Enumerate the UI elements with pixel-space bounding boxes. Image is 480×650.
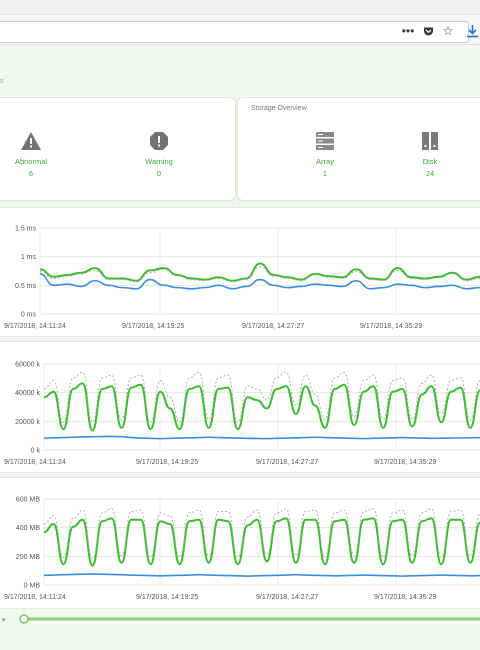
warning-octagon-icon (129, 131, 189, 151)
stat-label: Disk (422, 157, 438, 166)
x-tick-label: 9/17/2018, 14:35:29 (374, 594, 436, 601)
y-tick-label: 1.5 ms (15, 226, 37, 233)
alarm-overview-card: Abnormal 6 Warning 0 (0, 97, 236, 201)
y-tick-label: 60000 k (15, 362, 40, 369)
stat-value: 0 (156, 169, 162, 178)
stat-value: 24 (425, 169, 435, 178)
time-range-slider[interactable]: / ▾ (0, 609, 480, 633)
y-tick-label: 600 MB (16, 497, 40, 504)
breadcrumb: s (0, 78, 4, 85)
card-title: Storage Overview (251, 105, 307, 112)
browser-tabstrip (0, 0, 480, 15)
storage-overview-card: Storage Overview Array 1 Disk 24 (237, 97, 480, 201)
y-tick-label: 0 MB (24, 583, 41, 590)
latency-chart-panel: 1.5 ms 1 ms 0.5 ms 0 ms 9/17/2018, 14:11:24 9… (0, 207, 480, 337)
x-tick-label: 9/17/2018, 14:11:24 (4, 323, 66, 330)
more-icon[interactable]: ••• (401, 24, 415, 38)
stat-label: Warning (145, 157, 173, 166)
x-tick-label: 9/17/2018, 14:35:29 (360, 323, 422, 330)
time-range-slider-graphic: / ▾ (0, 614, 480, 624)
stat-label: Abnormal (14, 157, 48, 166)
throughput-chart: 600 MB 400 MB 200 MB 0 MB 9/17/2018, 14:11:2… (4, 497, 480, 601)
series-line (39, 262, 480, 282)
y-tick-label: 0 ms (21, 312, 37, 319)
download-icon[interactable] (466, 24, 479, 41)
stat-label: Array (316, 157, 334, 166)
stat-value: 6 (28, 169, 34, 178)
x-tick-label: 9/17/2018, 14:11:24 (4, 594, 66, 601)
x-tick-label: 9/17/2018, 14:35:29 (374, 459, 436, 466)
x-tick-label: 9/17/2018, 14:19:25 (136, 594, 198, 601)
warning-triangle-icon (1, 131, 61, 151)
disk-icon (400, 131, 460, 151)
stat-disk[interactable]: Disk 24 (400, 131, 460, 178)
url-bar[interactable]: ••• ☆ (0, 21, 469, 43)
series-line (43, 435, 480, 440)
series-line (43, 508, 480, 560)
browser-toolbar: ••• ☆ (0, 0, 480, 45)
y-tick-label: 20000 k (15, 419, 40, 426)
y-tick-label: 200 MB (16, 554, 40, 561)
y-tick-label: 0.5 ms (15, 283, 37, 290)
series-line (43, 573, 480, 577)
series-line (43, 517, 480, 567)
y-tick-label: 400 MB (16, 525, 40, 532)
x-tick-label: 9/17/2018, 14:27:27 (242, 323, 304, 330)
throughput-chart-panel: 600 MB 400 MB 200 MB 0 MB 9/17/2018, 14:11:2… (0, 477, 480, 609)
series-line (43, 371, 480, 423)
stat-value: 1 (322, 169, 328, 178)
x-tick-label: 9/17/2018, 14:19:25 (122, 323, 184, 330)
dashboard-content: s Abnormal 6 Warning 0 Storage Overview … (0, 44, 480, 650)
bandwidth-chart-panel: 60000 k 40000 k 20000 k 0 k 9/17/2018, 14:11… (0, 341, 480, 473)
stat-array[interactable]: Array 1 (295, 131, 355, 178)
x-tick-label: 9/17/2018, 14:11:24 (4, 459, 66, 466)
y-tick-label: 40000 k (15, 390, 40, 397)
server-icon (295, 131, 355, 151)
x-tick-label: 9/17/2018, 14:19:25 (136, 459, 198, 466)
stat-abnormal[interactable]: Abnormal 6 (1, 131, 61, 178)
stat-warning[interactable]: Warning 0 (129, 131, 189, 178)
x-tick-label: 9/17/2018, 14:27:27 (256, 459, 318, 466)
pocket-icon[interactable] (422, 25, 434, 37)
y-tick-label: 0 k (31, 448, 41, 455)
series-line (43, 382, 480, 432)
series-line (39, 266, 480, 283)
series-line (39, 273, 480, 290)
slider-handle[interactable] (19, 614, 29, 624)
x-tick-label: 9/17/2018, 14:27:27 (256, 594, 318, 601)
slider-dropdown-label[interactable]: / ▾ (0, 617, 6, 624)
latency-chart: 1.5 ms 1 ms 0.5 ms 0 ms 9/17/2018, 14:11:24 9… (4, 226, 480, 330)
bandwidth-chart: 60000 k 40000 k 20000 k 0 k 9/17/2018, 14:11… (4, 362, 480, 466)
y-tick-label: 1 ms (21, 254, 37, 261)
star-icon[interactable]: ☆ (442, 24, 454, 38)
